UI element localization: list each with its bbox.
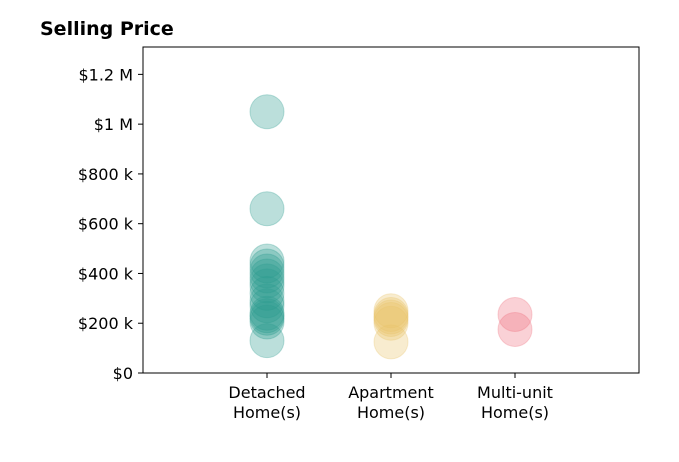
y-tick-label: $200 k (78, 314, 134, 333)
data-point (249, 253, 285, 289)
y-tick-label: $1.2 M (78, 65, 133, 84)
data-point (373, 305, 409, 341)
data-point (497, 311, 533, 347)
y-tick-label: $400 k (78, 264, 134, 283)
plot-frame (142, 46, 640, 374)
data-point (249, 248, 285, 284)
data-point (373, 299, 409, 335)
x-tick-label: Detached Home(s) (228, 383, 305, 422)
x-tick-label: Apartment Home(s) (348, 383, 434, 422)
data-point (249, 191, 285, 227)
data-point (373, 297, 409, 333)
x-axis: Detached Home(s) Apartment Home(s) Multi-uni… (228, 373, 553, 422)
data-point (249, 94, 285, 130)
data-point (497, 297, 533, 333)
data-point (249, 323, 285, 359)
data-point (249, 298, 285, 334)
data-point (249, 275, 285, 311)
data-point (249, 263, 285, 299)
data-points (249, 94, 533, 360)
data-point (249, 304, 285, 340)
data-point (249, 300, 285, 336)
data-point (249, 288, 285, 324)
y-axis: $0 $200 k $400 k $600 k $800 k $1 M $1.2 M (78, 65, 143, 383)
data-point (249, 258, 285, 294)
y-tick-label: $0 (113, 364, 133, 383)
x-tick-label: Multi-unit Home(s) (477, 383, 553, 422)
y-tick-label: $600 k (78, 215, 134, 234)
data-point (373, 301, 409, 337)
data-point (373, 293, 409, 329)
data-point (249, 283, 285, 319)
data-point (249, 268, 285, 304)
data-point (249, 243, 285, 279)
y-tick-label: $800 k (78, 165, 134, 184)
chart-title: Selling Price (40, 18, 174, 40)
y-tick-label: $1 M (94, 115, 133, 134)
data-point (373, 324, 409, 360)
data-point (249, 295, 285, 331)
